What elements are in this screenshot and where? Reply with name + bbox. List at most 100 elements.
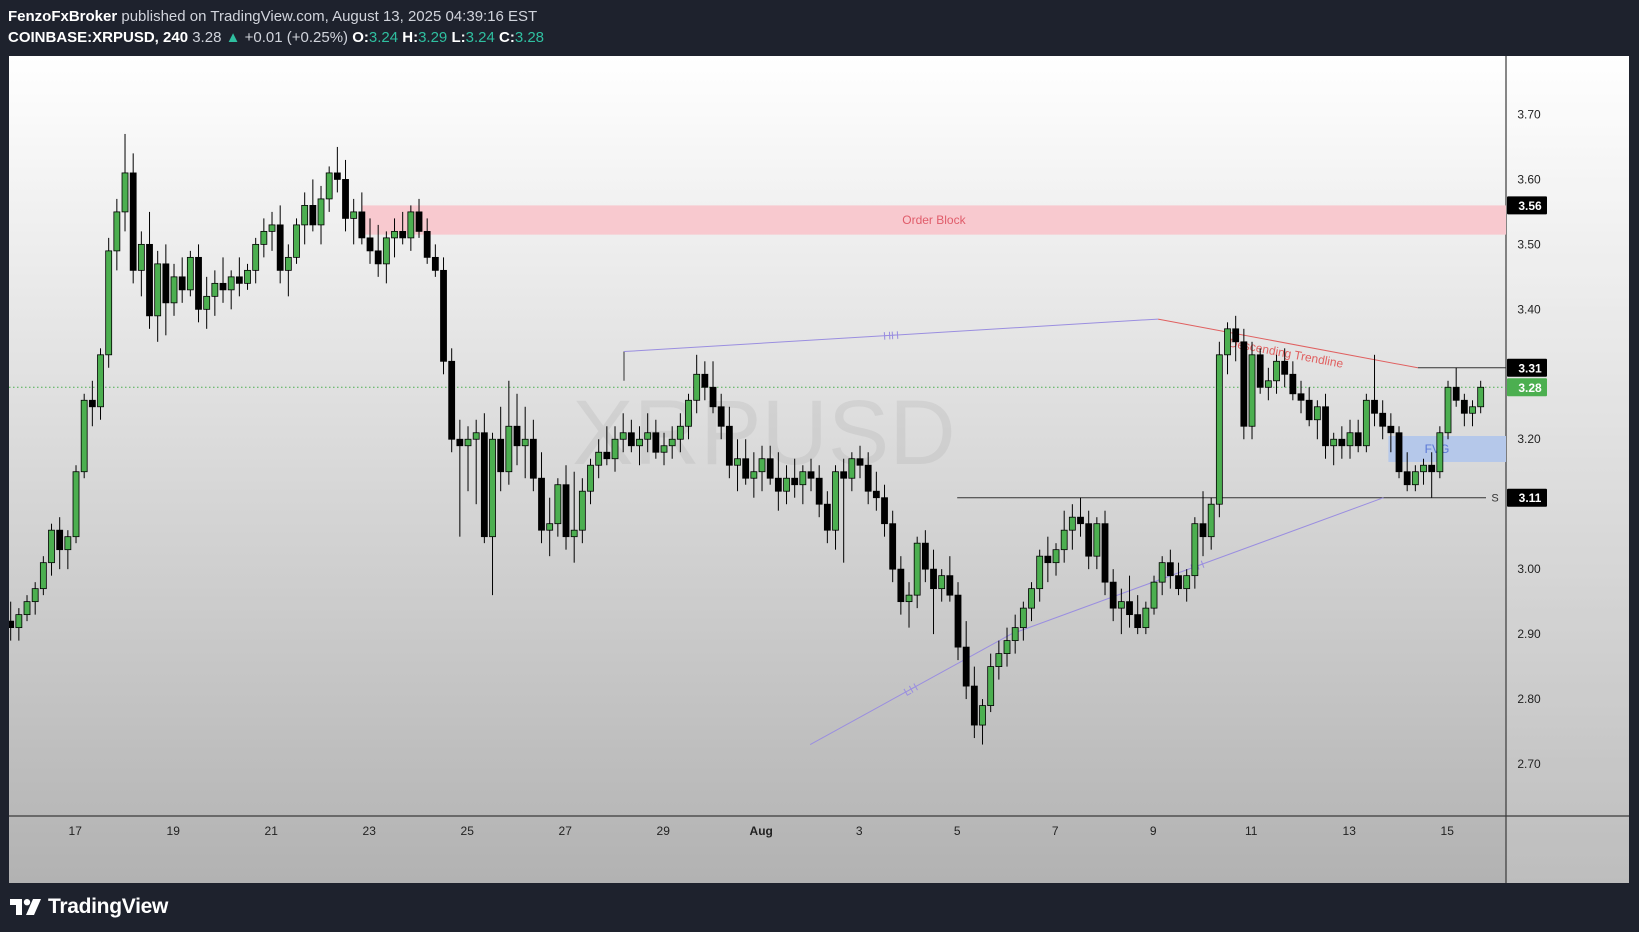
candle xyxy=(872,471,880,511)
candle-body xyxy=(1077,516,1084,525)
candle xyxy=(578,478,586,544)
candle-body xyxy=(276,224,284,271)
candle-body xyxy=(619,432,627,440)
candle-body xyxy=(1183,575,1191,590)
open-value: 3.24 xyxy=(368,29,399,46)
candle xyxy=(1036,549,1044,602)
candle xyxy=(1191,517,1199,589)
candle xyxy=(1224,322,1231,375)
candle xyxy=(734,439,741,492)
candle xyxy=(538,452,545,544)
candle-body xyxy=(962,646,970,687)
candle-body xyxy=(1019,607,1027,629)
candle xyxy=(668,426,676,459)
candle-body xyxy=(39,562,47,590)
candlestick-chart[interactable]: XRPUSD Order BlockFVGSHHDescending Trend… xyxy=(9,56,1629,883)
candle xyxy=(366,218,374,264)
candle xyxy=(954,582,962,661)
candle-body xyxy=(1420,464,1427,473)
candle xyxy=(448,348,456,453)
tradingview-logo[interactable]: TradingView xyxy=(10,895,168,919)
candle-body xyxy=(121,172,129,213)
candle-body xyxy=(1215,354,1223,505)
candle-body xyxy=(1330,438,1338,447)
footer-bar: TradingView xyxy=(0,883,1639,932)
candle xyxy=(1158,556,1166,596)
candle xyxy=(587,458,594,505)
candle-body xyxy=(1411,471,1419,486)
candle-body xyxy=(1362,399,1370,447)
candle xyxy=(358,192,366,245)
candle-body xyxy=(1052,549,1060,564)
candle-body xyxy=(154,263,162,317)
candle-body xyxy=(382,237,390,265)
candle xyxy=(399,211,407,245)
candle xyxy=(791,458,799,498)
candle-body xyxy=(1224,328,1231,356)
symbol-label[interactable]: COINBASE:XRPUSD, 240 xyxy=(8,29,189,46)
candle-body xyxy=(1085,523,1093,557)
candle xyxy=(652,419,660,459)
candle xyxy=(1256,348,1264,394)
axis-layer: 3.70 3.60 3.50 3.40 3.20 3.00 2.90 2.80 2.70 3.56… xyxy=(69,107,1547,838)
candle-body xyxy=(881,497,888,525)
y-tick-label: 3.20 xyxy=(1517,432,1541,446)
candle-body xyxy=(1387,425,1395,434)
candle-body xyxy=(480,432,488,538)
candle-body xyxy=(301,205,309,226)
candle-body xyxy=(423,230,431,258)
candle-body xyxy=(652,432,660,453)
candle xyxy=(1330,432,1338,466)
candle xyxy=(1077,497,1084,537)
candle xyxy=(489,432,496,596)
price-scale-background[interactable] xyxy=(1506,56,1629,883)
candle xyxy=(529,419,537,492)
candle xyxy=(1305,387,1313,427)
candle xyxy=(1101,510,1109,596)
candle-body xyxy=(366,237,374,252)
candle-body xyxy=(685,399,692,427)
candle-body xyxy=(1436,432,1444,473)
candle xyxy=(1428,452,1436,498)
candle-body xyxy=(448,360,456,440)
candle-body xyxy=(864,464,872,492)
candle xyxy=(464,426,472,492)
candle-body xyxy=(930,568,937,590)
chart-frame[interactable]: XRPUSD Order BlockFVGSHHDescending Trend… xyxy=(9,56,1629,883)
fvg-zone[interactable] xyxy=(1388,436,1506,462)
candle-body xyxy=(1322,406,1329,447)
candle-body xyxy=(80,399,88,473)
candle-body xyxy=(464,438,472,447)
candle-body xyxy=(88,399,96,408)
candle xyxy=(1346,419,1354,459)
lh-line-1[interactable] xyxy=(809,633,1012,745)
order-block-zone[interactable] xyxy=(361,205,1507,235)
high-value: 3.29 xyxy=(418,29,448,46)
candle-body xyxy=(1036,555,1044,590)
candle-body xyxy=(791,477,799,486)
candle xyxy=(325,166,333,212)
hh-line[interactable] xyxy=(623,318,1159,353)
candle xyxy=(766,445,774,485)
candle-body xyxy=(1117,601,1125,609)
x-tick-label: 21 xyxy=(265,824,279,838)
candle-body xyxy=(1452,386,1460,401)
candle xyxy=(244,263,251,290)
candle xyxy=(1469,400,1476,427)
candle xyxy=(9,601,15,641)
candle xyxy=(23,595,31,622)
candle xyxy=(195,244,202,323)
candle-body xyxy=(1444,386,1452,434)
x-tick-label: 29 xyxy=(657,824,671,838)
author-name[interactable]: FenzoFxBroker xyxy=(8,8,118,25)
candle xyxy=(807,458,815,492)
open-label: O: xyxy=(352,29,369,46)
candle xyxy=(562,465,570,550)
candle-body xyxy=(897,568,905,603)
candle xyxy=(137,231,145,297)
candle-body xyxy=(1044,555,1052,564)
candle xyxy=(293,218,300,264)
candle xyxy=(1028,582,1035,622)
low-label: L: xyxy=(451,29,466,46)
candle xyxy=(1248,341,1256,440)
